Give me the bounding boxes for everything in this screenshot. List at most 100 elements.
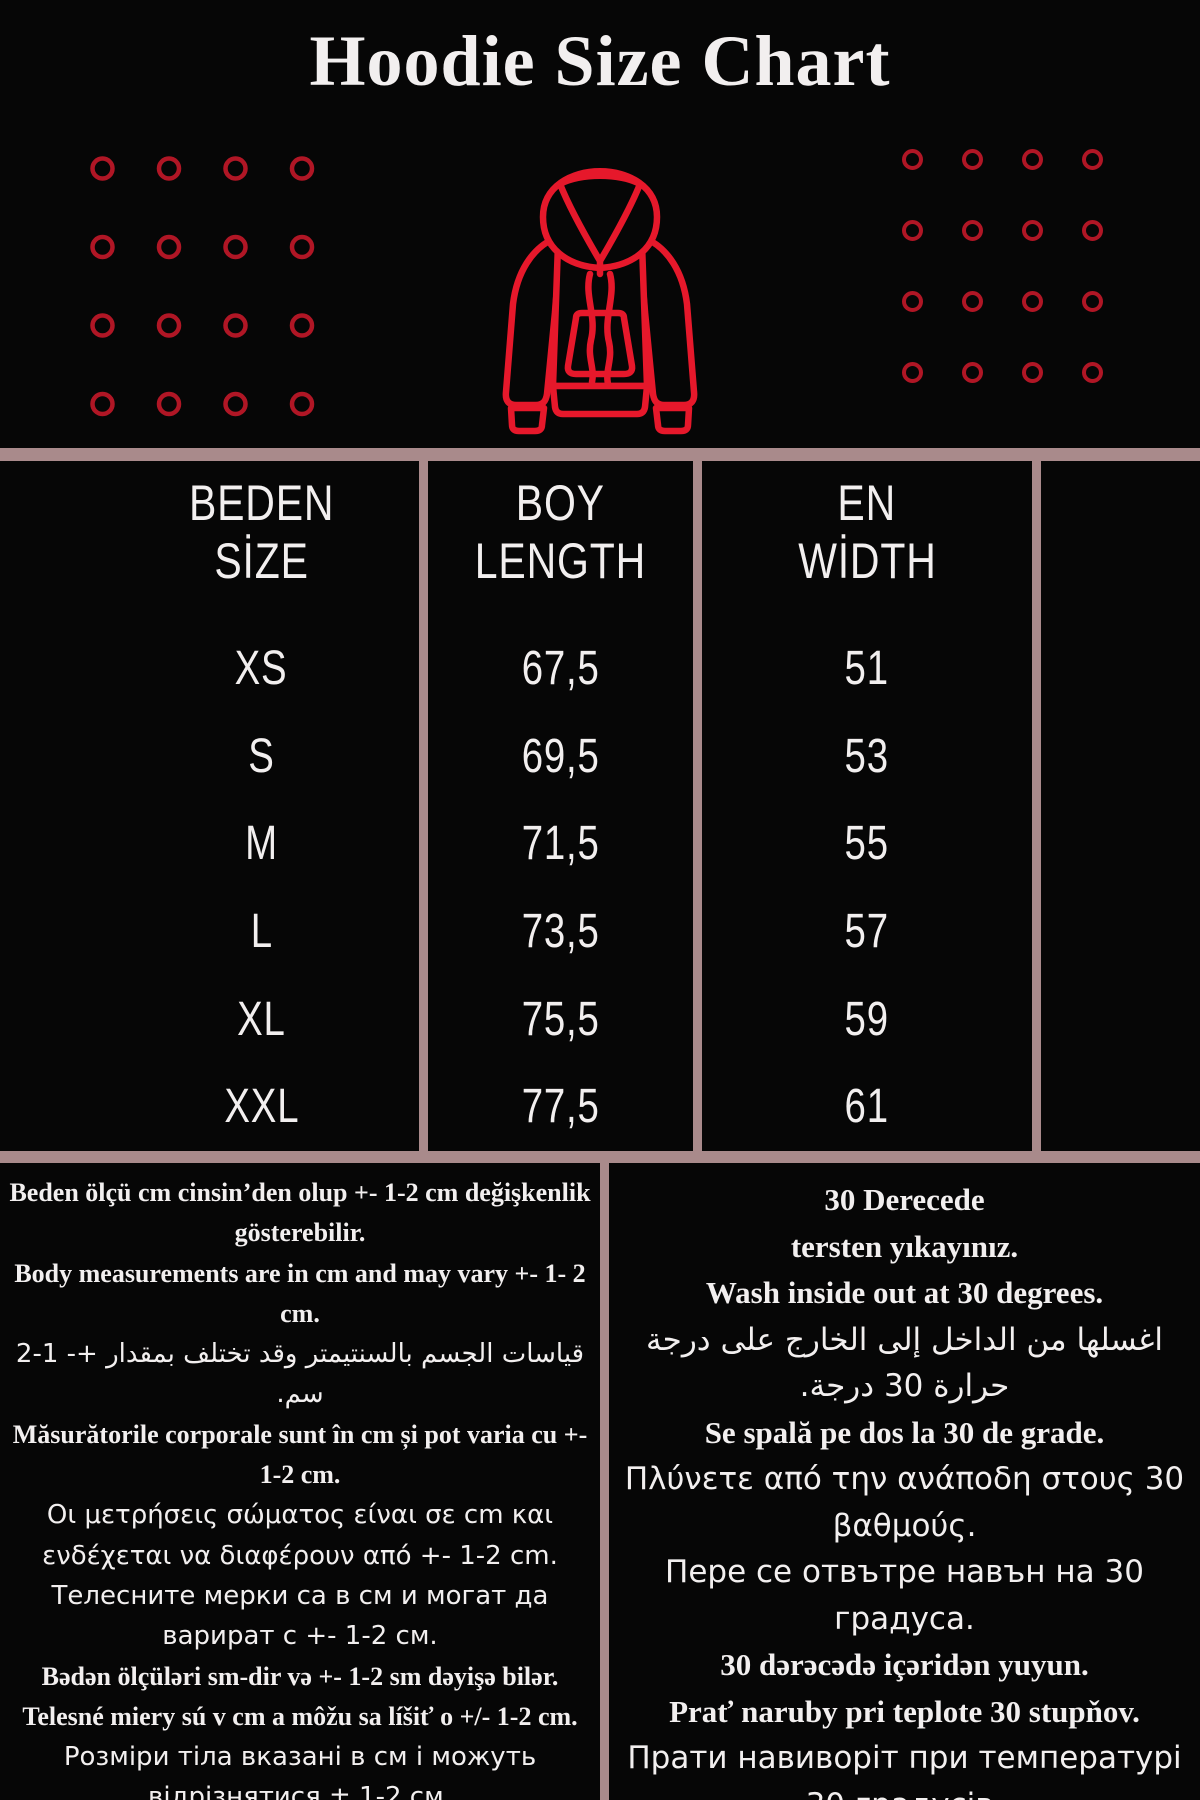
table-header-line: SİZE [214, 532, 309, 589]
hoodie-drawstrings [585, 270, 615, 388]
hoodie-left-cuff [507, 404, 548, 435]
table-cell-width-value: 55 [844, 817, 890, 871]
table-cell-size-value: M [245, 817, 278, 871]
table-cell-width-value: 61 [844, 1080, 890, 1134]
hoodie-outline-icon [502, 168, 698, 435]
hoodie-right-cuff [652, 404, 693, 435]
table-cell-size: M [104, 800, 419, 888]
table-cell-size: L [104, 888, 419, 976]
grommet-dot [962, 149, 983, 170]
grommet-dot [902, 149, 923, 170]
grommet-dot [1022, 220, 1043, 241]
care-notes: Beden ölçü cm cinsin’den olup +- 1-2 cm … [0, 1163, 1200, 1800]
table-cell-length: 73,5 [428, 888, 693, 976]
washing-note-line: Прати навиворіт при температурі 30 граду… [627, 1740, 1182, 1800]
washing-notes: 30 Derecede tersten yıkayınız. Wash inside… [609, 1163, 1200, 1800]
grommet-dot [223, 234, 248, 260]
table-cell-length-value: 77,5 [521, 1080, 600, 1134]
table-header-boy-length: BOY LENGTH [428, 461, 693, 625]
size-table-empty-column [1041, 461, 1200, 1151]
grommet-dot [1022, 362, 1043, 383]
hoodie-hem [549, 382, 651, 418]
notes-divider [600, 1163, 609, 1800]
hoodie-hood [539, 168, 661, 272]
table-cell-width-value: 57 [844, 904, 890, 958]
table-cell-width-value: 51 [844, 641, 890, 695]
table-cell-width: 61 [702, 1063, 1032, 1151]
table-cell-size-value: L [250, 904, 273, 958]
table-cell-size: XL [104, 976, 419, 1064]
grommet-dot [902, 291, 923, 312]
table-cell-width: 59 [702, 976, 1032, 1064]
table-header-line: BEDEN [188, 475, 335, 531]
grommet-dot [90, 391, 115, 417]
table-cell-length-value: 75,5 [521, 992, 600, 1046]
hoodie-hood-inner-v [556, 180, 644, 278]
table-cell-size: S [104, 713, 419, 801]
table-header-en-width: EN WİDTH [702, 461, 1032, 625]
grommet-dot [289, 391, 315, 417]
table-cell-length: 77,5 [428, 1063, 693, 1151]
grommet-dot [156, 313, 182, 338]
table-cell-width-value: 59 [844, 992, 890, 1046]
grommet-grid-right-icon [902, 149, 1103, 383]
table-cell-length: 75,5 [428, 976, 693, 1064]
table-cell-length-value: 71,5 [521, 817, 600, 871]
measurement-note-line: Bədən ölçüləri sm-dir və +- 1-2 sm dəyiş… [41, 1661, 559, 1691]
washing-note-line: Пере се отвътре навън на 30 градуса. [665, 1554, 1144, 1637]
size-table-column-width: EN WİDTH 51 53 55 57 59 61 [702, 461, 1041, 1151]
washing-note-line: 30 dərəcədə içəridən yuyun. [720, 1647, 1089, 1682]
washing-note-line: Wash inside out at 30 degrees. [705, 1275, 1104, 1310]
grommet-dot [962, 362, 983, 383]
grommet-dot [90, 156, 115, 181]
grommet-dot [289, 156, 315, 181]
grommet-dot [1022, 291, 1043, 312]
size-table-column-size: BEDEN SİZE XS S M L XL XXL [0, 461, 428, 1151]
grommet-dot [90, 234, 115, 260]
hoodie-hood-inner-top [556, 172, 644, 188]
grommet-dot [90, 313, 115, 338]
washing-note-line: 30 Derecede [824, 1182, 985, 1217]
grommet-dot [156, 156, 182, 181]
grommet-dot [223, 313, 248, 338]
grommet-dot [289, 313, 315, 338]
table-cell-size-value: XXL [223, 1080, 299, 1134]
grommet-dot [962, 291, 983, 312]
measurement-note-line: Телесните мерки са в см и могат да варир… [51, 1580, 549, 1652]
grommet-dot [223, 391, 248, 417]
table-cell-length-value: 73,5 [521, 904, 600, 958]
measurement-note-line: Οι μετρήσεις σώματος είναι σε cm και ενδ… [42, 1500, 558, 1571]
grommet-dot [1082, 362, 1103, 383]
table-cell-length: 71,5 [428, 800, 693, 888]
washing-note-line: tersten yıkayınız. [790, 1228, 1019, 1264]
table-cell-length-value: 67,5 [521, 641, 600, 695]
table-cell-width: 51 [702, 625, 1032, 713]
grommet-dot [1082, 220, 1103, 241]
table-cell-size-value: XS [235, 641, 288, 695]
grommet-grid-left-icon [90, 156, 315, 417]
table-header-line: BOY [515, 475, 606, 531]
grommet-dot [223, 156, 248, 181]
table-cell-size-value: S [248, 729, 275, 783]
table-cell-size: XS [104, 625, 419, 713]
measurement-notes: Beden ölçü cm cinsin’den olup +- 1-2 cm … [0, 1163, 600, 1800]
grommet-dot [1082, 291, 1103, 312]
table-cell-length: 67,5 [428, 625, 693, 713]
washing-note-line: Prať naruby pri teplote 30 stupňov. [669, 1693, 1140, 1729]
size-table-column-length: BOY LENGTH 67,5 69,5 71,5 73,5 75,5 77,5 [428, 461, 702, 1151]
washing-note-line: Se spală pe dos la 30 de grade. [704, 1414, 1105, 1450]
page-title: Hoodie Size Chart [309, 21, 891, 101]
grommet-dot [289, 234, 315, 260]
table-cell-size: XXL [104, 1063, 419, 1151]
grommet-dot [156, 234, 182, 260]
measurement-note-line: قياسات الجسم بالسنتيمتر وقد تختلف بمقدار… [15, 1339, 585, 1410]
grommet-dot [902, 220, 923, 241]
table-header-beden-size: BEDEN SİZE [104, 461, 419, 625]
table-header-line: WİDTH [797, 532, 937, 589]
table-cell-width: 57 [702, 888, 1032, 976]
washing-note-line: Πλύνετε από την ανάποδη στους 30 βαθμούς… [624, 1461, 1185, 1544]
measurement-note-line: Măsurătorile corporale sunt în cm și pot… [12, 1419, 588, 1490]
table-cell-width: 53 [702, 713, 1032, 801]
table-cell-length-value: 69,5 [521, 729, 600, 783]
grommet-dot [1022, 149, 1043, 170]
